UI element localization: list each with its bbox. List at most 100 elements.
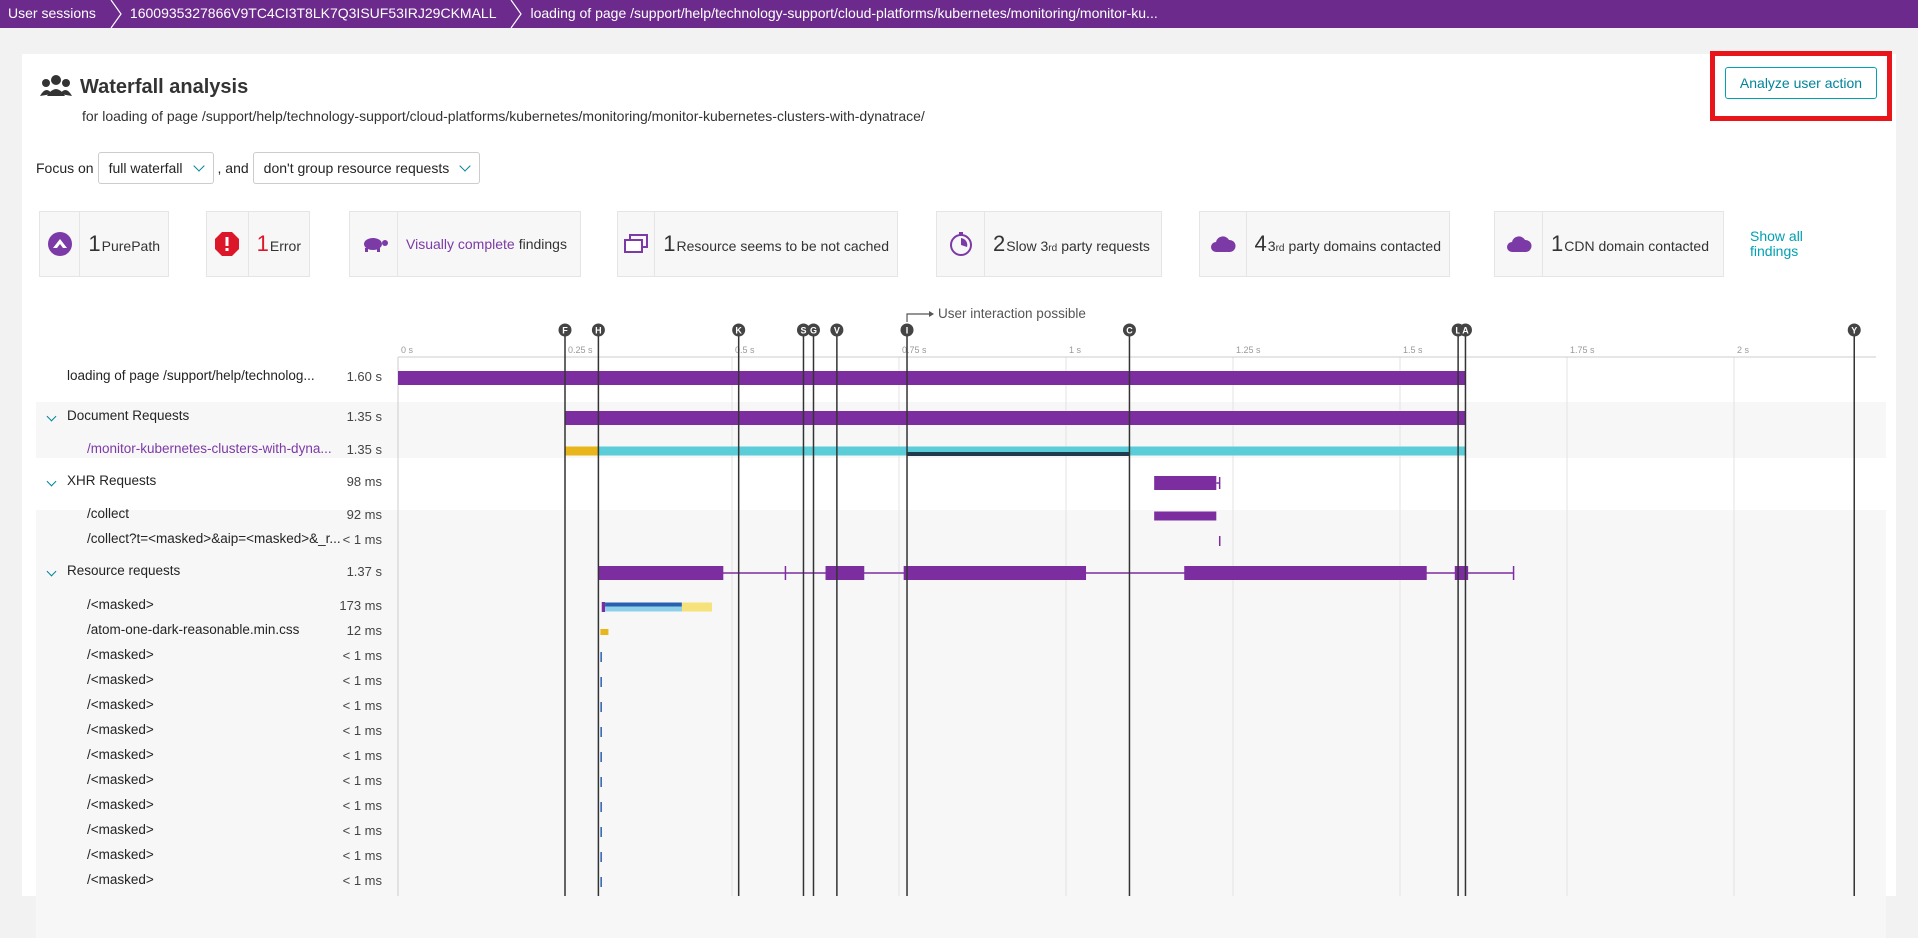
timing-marker-badge	[1458, 323, 1472, 337]
group-row-label[interactable]: XHR Requests	[67, 473, 156, 488]
finding-sup: rd	[1275, 243, 1285, 254]
row-duration: 1.60 s	[346, 369, 382, 384]
finding-count: 2	[993, 231, 1006, 256]
finding-count: 4	[1254, 231, 1267, 256]
finding-text: findings	[518, 236, 567, 252]
row-duration: 92 ms	[346, 507, 382, 522]
row-duration: 98 ms	[346, 474, 382, 489]
group-row-label[interactable]: Resource requests	[67, 563, 180, 578]
tick-label: 1.25 s	[1236, 345, 1261, 355]
interaction-label: User interaction possible	[938, 306, 1086, 321]
breadcrumb-session-id[interactable]: 1600935327866V9TC4CI3T8LK7Q3ISUF53IRJ29C…	[129, 5, 497, 21]
masked-1-start-bar	[601, 602, 606, 612]
row-label-text: /<masked>	[87, 722, 154, 737]
request-row-label[interactable]: /<masked>	[87, 847, 154, 862]
focus-label: Focus on	[36, 160, 94, 176]
request-row-label[interactable]: /<masked>	[87, 797, 154, 812]
finding-count: 1	[88, 231, 101, 256]
finding-purepath[interactable]: 1 PurePath	[39, 211, 169, 277]
row-duration: < 1 ms	[342, 773, 382, 788]
request-row-label[interactable]: /<masked>	[87, 697, 154, 712]
request-row-label[interactable]: /<masked>	[87, 672, 154, 687]
masked-1-blue-bar	[605, 602, 682, 608]
timing-marker-label: S	[800, 326, 806, 336]
finding-cdn-domain[interactable]: 1 CDN domain contacted	[1494, 211, 1724, 277]
row-label-text: /<masked>	[87, 872, 154, 887]
finding-text: party requests	[1061, 238, 1150, 254]
row-label-text: /<masked>	[87, 797, 154, 812]
focus-controls: Focus on full waterfall , and don't grou…	[36, 152, 484, 184]
tick-label: 1.5 s	[1403, 345, 1423, 355]
timing-marker-label: I	[906, 326, 909, 336]
masked-request-bar	[600, 777, 602, 787]
resource-group-bar	[903, 566, 1087, 580]
request-row-label[interactable]: loading of page /support/help/technolog.…	[67, 368, 315, 383]
breadcrumb-user-action: loading of page /support/help/technology…	[530, 5, 1158, 21]
collect-bar	[1154, 511, 1217, 521]
row-label-text: /<masked>	[87, 747, 154, 762]
resource-group-bar	[825, 566, 865, 580]
finding-text-pre: 3	[1267, 238, 1276, 254]
request-row-label[interactable]: /<masked>	[87, 772, 154, 787]
tick-label: 1 s	[1069, 345, 1082, 355]
masked-request-bar	[600, 677, 602, 687]
waterfall-select-value: full waterfall	[108, 160, 183, 176]
row-group-background	[36, 510, 1886, 938]
group-select[interactable]: don't group resource requests	[252, 152, 481, 184]
row-duration: 1.35 s	[346, 409, 382, 424]
timing-marker-badge	[796, 323, 810, 337]
row-label-text: /atom-one-dark-reasonable.min.css	[87, 622, 300, 637]
masked-request-bar	[600, 877, 602, 887]
breadcrumb-separator	[110, 0, 122, 28]
tick-label: 2 s	[1737, 345, 1750, 355]
request-row-label[interactable]: /atom-one-dark-reasonable.min.css	[87, 622, 299, 637]
timing-marker-badge	[1847, 323, 1861, 337]
page-load-bar	[398, 371, 1466, 385]
row-duration: < 1 ms	[342, 698, 382, 713]
request-row-label[interactable]: /<masked>	[87, 722, 154, 737]
cloud-icon	[1495, 212, 1543, 276]
masked-request-bar	[600, 702, 602, 712]
breadcrumb-user-sessions[interactable]: User sessions	[8, 5, 96, 21]
finding-link[interactable]: Visually complete	[406, 236, 515, 252]
waterfall-select[interactable]: full waterfall	[97, 152, 214, 184]
windows-icon	[618, 212, 656, 276]
row-label-text: Document Requests	[67, 408, 190, 423]
request-row-label[interactable]: /<masked>	[87, 747, 154, 762]
users-icon	[40, 74, 72, 100]
show-all-findings-link[interactable]: Show all findings	[1750, 229, 1803, 259]
masked-request-bar	[600, 752, 602, 762]
and-label: , and	[217, 160, 249, 176]
tick-label: 0.75 s	[902, 345, 927, 355]
finding-text: CDN domain contacted	[1564, 238, 1709, 254]
request-row-label[interactable]: /<masked>	[87, 597, 154, 612]
request-row-label[interactable]: /collect	[87, 506, 129, 521]
masked-1-yellow-bar	[681, 602, 712, 612]
request-row-label[interactable]: /monitor-kubernetes-clusters-with-dyna..…	[87, 441, 332, 456]
group-row-label[interactable]: Document Requests	[67, 408, 189, 423]
masked-request-bar	[600, 802, 602, 812]
finding-error[interactable]: 1 Error	[206, 211, 310, 277]
request-row-label[interactable]: /<masked>	[87, 872, 154, 887]
request-row-label[interactable]: /<masked>	[87, 647, 154, 662]
row-label-text: /<masked>	[87, 772, 154, 787]
analyze-user-action-button[interactable]: Analyze user action	[1725, 67, 1877, 99]
masked-request-bar	[600, 727, 602, 737]
timing-marker-label: H	[595, 326, 602, 336]
masked-1-lightblue-bar	[605, 606, 686, 612]
row-label-text: loading of page /support/help/technolog.…	[67, 368, 315, 383]
request-row-label[interactable]: /collect?t=<masked>&aip=<masked>&_r...	[87, 531, 341, 546]
row-duration: < 1 ms	[342, 723, 382, 738]
timing-marker-badge	[558, 323, 572, 337]
waterfall-chart: 0 s 0.25 s 0.5 s 0.75 s 1 s 1.25 s 1.5 s 1.75 s…	[397, 306, 1876, 896]
timing-marker-label: C	[1126, 326, 1133, 336]
finding-visually-complete[interactable]: Visually complete findings	[349, 211, 581, 277]
request-row-label[interactable]: /<masked>	[87, 822, 154, 837]
row-duration: < 1 ms	[342, 873, 382, 888]
finding-not-cached[interactable]: 1 Resource seems to be not cached	[617, 211, 898, 277]
timing-marker-badge	[806, 323, 820, 337]
collect-beacon-bar	[1218, 536, 1221, 546]
finding-text: Resource seems to be not cached	[676, 238, 889, 254]
